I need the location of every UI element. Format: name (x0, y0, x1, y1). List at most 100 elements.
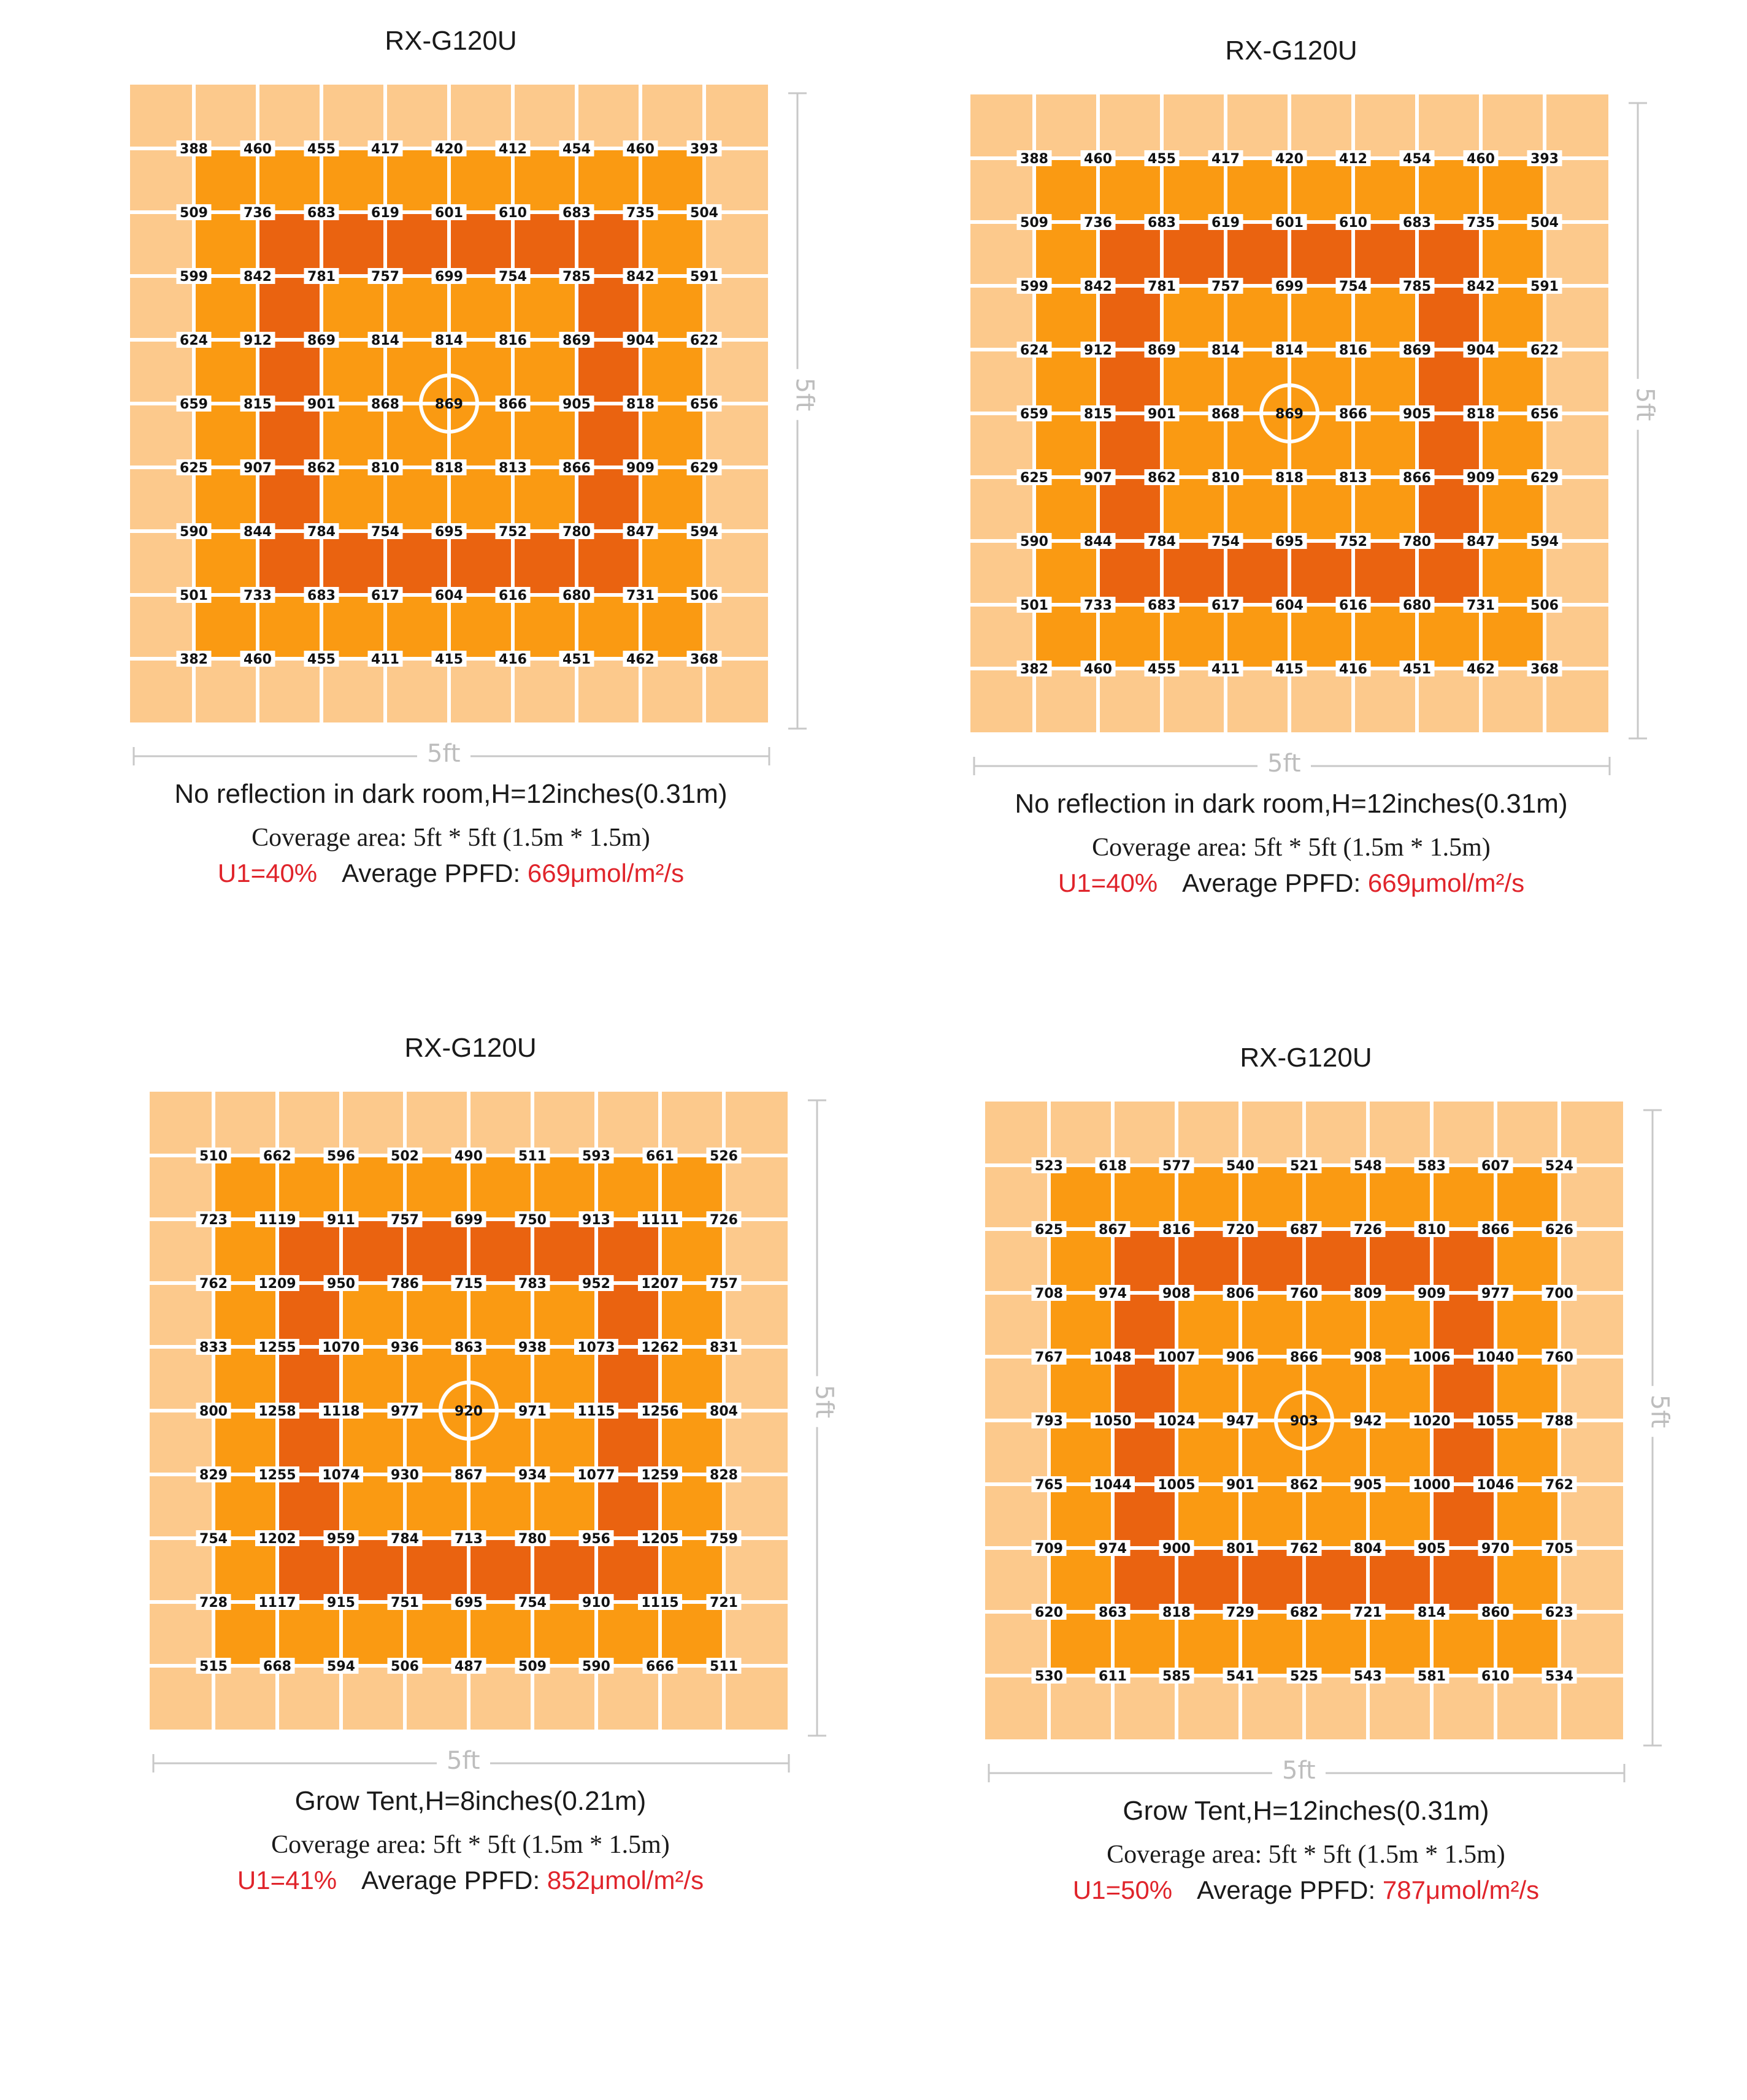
heatmap-tile (1289, 477, 1353, 541)
value-label-bg (574, 1466, 618, 1482)
average-ppfd-value: 669μmol/m²/s (527, 859, 685, 887)
heatmap-tile (1162, 605, 1226, 669)
ppfd-value-label: 907 (1084, 470, 1112, 486)
heatmap-tile (213, 1219, 277, 1283)
heatmap-tile (985, 1612, 1049, 1676)
value-label-bg (1080, 342, 1116, 358)
ppfd-value-label: 721 (1354, 1605, 1382, 1620)
value-label-bg (495, 651, 531, 667)
value-label-bg (1144, 533, 1180, 549)
heatmap-tile (704, 148, 768, 212)
heatmap-tile (277, 1411, 341, 1474)
heatmap-tile (194, 404, 258, 467)
value-label-bg (1144, 405, 1180, 421)
heatmap-tile (1545, 158, 1608, 222)
heatmap-tile (1113, 1548, 1177, 1612)
heatmap-tile (1496, 1357, 1559, 1420)
value-label-bg (240, 523, 275, 539)
heatmap-tile (1162, 286, 1226, 350)
heatmap-tile (970, 222, 1034, 286)
heatmap-tile (1432, 1676, 1496, 1739)
ppfd-value-label: 757 (710, 1276, 738, 1292)
value-label-bg (1095, 1285, 1131, 1301)
heatmap-tile (660, 1474, 724, 1538)
heatmap-tile (385, 467, 449, 531)
value-label-bg (1542, 1476, 1577, 1492)
average-ppfd-value: 787μmol/m²/s (1382, 1876, 1540, 1904)
heatmap-tile (1177, 1612, 1240, 1676)
ppfd-value-label: 733 (1084, 598, 1112, 613)
heatmap-tile (532, 1155, 596, 1219)
heatmap-tile (1226, 413, 1289, 477)
ppfd-value-label: 904 (1467, 343, 1495, 358)
heatmap-tile (277, 1538, 341, 1602)
ppfd-value-label: 1020 (1413, 1414, 1450, 1429)
heatmap-tile (970, 541, 1034, 605)
value-label-bg (1527, 150, 1562, 166)
value-label-bg (1463, 150, 1499, 166)
ppfd-value-label: 804 (710, 1404, 738, 1419)
heatmap-tile (258, 276, 321, 340)
value-label-bg (623, 523, 658, 539)
coverage-area: Coverage area: 5ft * 5ft (1.5m * 1.5m) (251, 824, 650, 852)
heatmap-tile (469, 1347, 532, 1411)
ppfd-value-label: 412 (1339, 151, 1367, 167)
ppfd-value-label: 455 (1148, 662, 1176, 677)
heatmap-tile (1304, 1165, 1368, 1229)
value-label-bg (1095, 1540, 1131, 1556)
heatmap-tile (194, 85, 258, 148)
value-label-bg (1144, 214, 1180, 230)
ppfd-value-label: 785 (1403, 279, 1431, 294)
value-label-bg (1399, 597, 1435, 613)
value-label-bg (304, 587, 339, 603)
ppfd-value-label: 523 (1035, 1159, 1063, 1174)
heatmap-tile (130, 531, 194, 595)
heatmap-tile (1417, 413, 1481, 477)
heatmap-tile (1049, 1484, 1113, 1548)
ppfd-value-label: 1209 (258, 1276, 296, 1292)
heatmap-tile (405, 1666, 469, 1730)
heatmap-tile (640, 404, 704, 467)
value-label-bg (196, 1403, 231, 1419)
value-label-bg (176, 651, 212, 667)
ppfd-value-label: 455 (307, 142, 336, 157)
value-label-bg (1414, 1604, 1449, 1620)
heatmap-tile (1177, 1165, 1240, 1229)
value-label-bg (1335, 405, 1371, 421)
value-label-bg (1208, 214, 1243, 230)
heatmap-tile (1559, 1165, 1623, 1229)
ppfd-value-label: 844 (244, 524, 272, 540)
heatmap-tile (1304, 1484, 1368, 1548)
ppfd-value-label: 415 (1275, 662, 1304, 677)
value-label-bg (1031, 1285, 1067, 1301)
heatmap-tile (1481, 350, 1545, 413)
value-label-bg (255, 1594, 299, 1610)
heatmap-tile (1113, 1102, 1177, 1165)
value-label-bg (1223, 1668, 1258, 1684)
value-label-bg (367, 587, 403, 603)
ppfd-value-label: 610 (1339, 215, 1367, 231)
ppfd-value-label: 780 (518, 1531, 547, 1547)
value-label-bg (1286, 1604, 1322, 1620)
ppfd-value-label: 757 (391, 1213, 419, 1228)
ppfd-value-label: 842 (626, 269, 655, 285)
heatmap-tile (1304, 1102, 1368, 1165)
value-label-bg (1016, 533, 1052, 549)
width-dimension-label: 5ft (1257, 749, 1311, 778)
heatmap-tile (1368, 1484, 1432, 1548)
ppfd-value-label: 810 (1418, 1222, 1446, 1238)
value-label-bg (1350, 1412, 1386, 1428)
ppfd-value-label: 604 (1275, 598, 1304, 613)
ppfd-value-label: 828 (710, 1468, 738, 1483)
ppfd-value-label: 947 (1226, 1414, 1254, 1429)
value-label-bg (431, 523, 467, 539)
heatmap-tile (513, 531, 577, 595)
value-label-bg (1542, 1157, 1577, 1173)
value-label-bg (1154, 1476, 1199, 1492)
heatmap-tile (1034, 541, 1098, 605)
ppfd-value-label: 610 (499, 205, 527, 221)
ppfd-value-label: 661 (646, 1149, 674, 1164)
heatmap-tile (213, 1283, 277, 1347)
ppfd-value-label: 1073 (577, 1340, 615, 1355)
ppfd-value-label: 382 (1020, 662, 1048, 677)
